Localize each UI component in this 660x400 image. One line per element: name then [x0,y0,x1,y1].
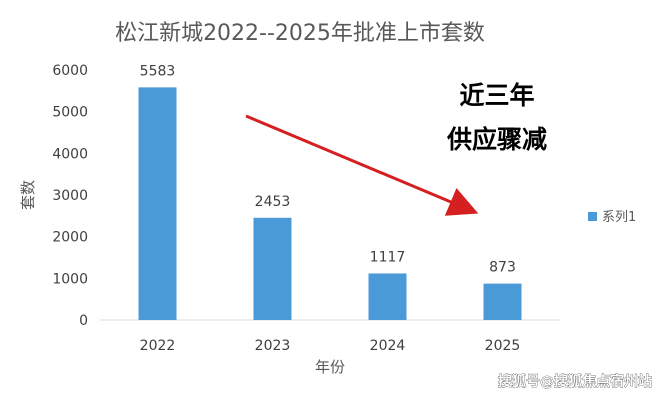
x-tick-label: 2022 [140,338,176,354]
y-tick-label: 0 [79,313,88,329]
bar-2025 [483,283,522,320]
data-label-2022: 5583 [140,63,176,79]
y-axis-label: 套数 [19,180,37,210]
watermark-text: 搜狐号@搜狐焦点宿州站 [498,373,652,390]
bar-2023 [253,217,292,320]
data-label-2025: 873 [489,260,516,276]
bar-2024 [368,273,407,320]
x-tick-label: 2025 [485,338,521,354]
annotation-line-2: 供应骤减 [446,125,547,154]
y-tick-label: 1000 [52,271,88,287]
y-tick-label: 4000 [52,146,88,162]
y-tick-label: 3000 [52,188,88,204]
x-tick-label: 2023 [255,338,291,354]
annotation-line-1: 近三年 [459,81,534,110]
trend-arrow [245,114,479,216]
chart-title: 松江新城2022--2025年批准上市套数 [115,21,485,46]
y-tick-label: 5000 [52,105,88,121]
y-tick-label: 6000 [52,63,88,79]
x-tick-label: 2024 [370,338,406,354]
x-axis-label: 年份 [315,358,345,376]
y-tick-label: 2000 [52,230,88,246]
data-label-2024: 1117 [370,249,406,265]
legend-swatch [588,212,597,221]
data-label-2023: 2453 [255,194,291,210]
legend-label: 系列1 [602,210,636,225]
bar-2022 [138,87,177,320]
